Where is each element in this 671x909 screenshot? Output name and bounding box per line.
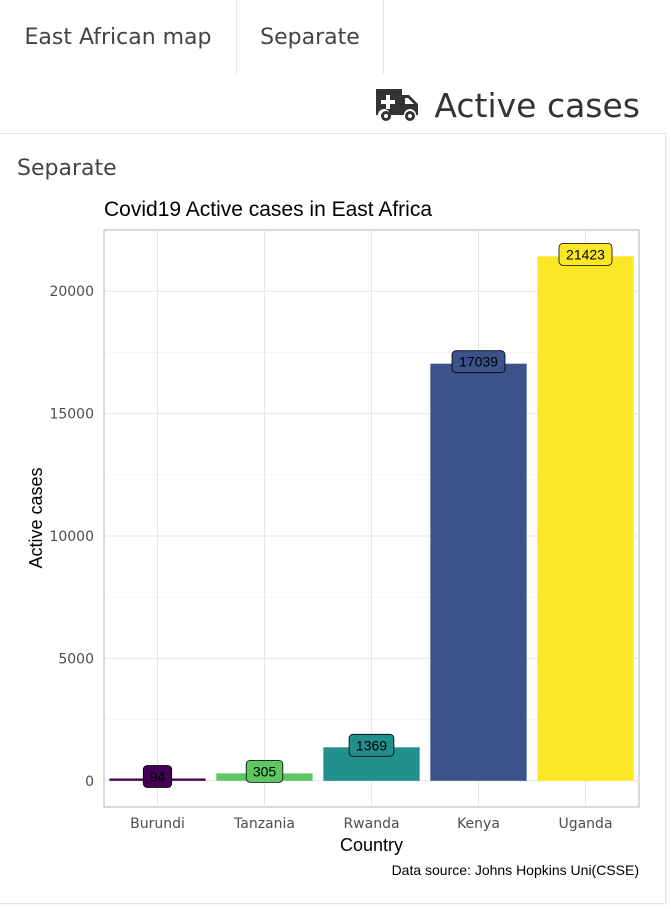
data-label-box <box>142 765 173 788</box>
x-axis-label: Country <box>340 835 403 855</box>
data-label: 94 <box>150 769 166 785</box>
x-tick-label: Rwanda <box>343 816 399 832</box>
y-tick-label: 0 <box>85 774 94 790</box>
data-label: 17039 <box>459 354 498 370</box>
x-tick-label: Burundi <box>130 816 185 832</box>
chart-card <box>0 134 666 904</box>
y-tick-label: 5000 <box>58 651 94 667</box>
x-tick-label: Tanzania <box>233 816 295 832</box>
data-label-box <box>245 759 284 783</box>
y-tick-label: 15000 <box>49 407 94 423</box>
chart-caption: Data source: Johns Hopkins Uni(CSSE) <box>392 862 639 878</box>
y-tick-labels: 0 5000 10000 15000 20000 <box>49 284 94 790</box>
data-label-box <box>348 733 395 757</box>
x-tick-label: Kenya <box>457 816 500 832</box>
bar-kenya <box>430 363 527 781</box>
ambulance-icon <box>376 89 419 121</box>
chart-title: Covid19 Active cases in East Africa <box>104 198 432 221</box>
y-tick-label: 10000 <box>49 529 94 545</box>
tab-east-african-map[interactable]: East African map <box>0 0 237 74</box>
tab-separate[interactable]: Separate <box>237 0 384 74</box>
data-label: 1369 <box>356 737 387 753</box>
header-title: Active cases <box>434 85 640 125</box>
data-label: 305 <box>253 763 277 779</box>
bar-chart: Covid19 Active cases in East Africa 94 30… <box>26 198 640 878</box>
card-title: Separate <box>17 156 117 181</box>
x-tick-labels: Burundi Tanzania Rwanda Kenya Uganda <box>130 816 612 832</box>
value-box-header: Active cases <box>0 74 667 134</box>
data-labels: 94 305 1369 17039 21423 <box>142 242 613 788</box>
data-label-box <box>451 350 506 374</box>
x-tick-label: Uganda <box>558 816 612 832</box>
data-label-box <box>558 242 613 266</box>
y-tick-label: 20000 <box>49 284 94 300</box>
tab-bar: East African map Separate <box>0 0 671 74</box>
data-label: 21423 <box>566 246 605 262</box>
bar-uganda <box>537 256 634 781</box>
y-axis-label: Active cases <box>26 467 46 568</box>
